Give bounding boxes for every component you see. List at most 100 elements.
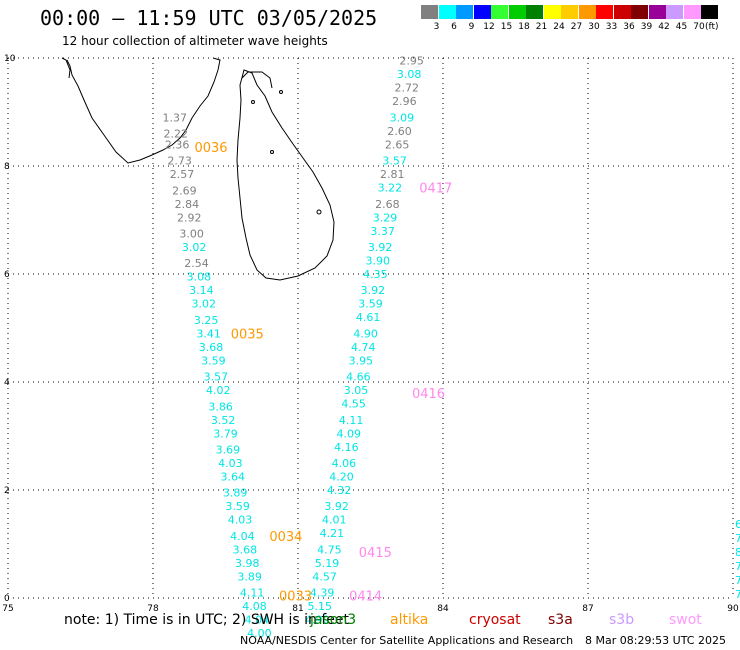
legend-swatch bbox=[473, 5, 491, 19]
wave-height-value: 4.03 bbox=[228, 514, 253, 527]
sri-lanka-island bbox=[236, 69, 335, 281]
legend-label: 39 bbox=[640, 22, 653, 32]
pass-labels: 0036 0035 0034 0033 0417 0416 0415 0414 bbox=[194, 141, 452, 604]
wave-height-value: 3.79 bbox=[213, 427, 238, 440]
legend-label: 18 bbox=[518, 22, 530, 32]
wave-height-value: 4.04 bbox=[230, 530, 255, 543]
wave-height-value: 2.69 bbox=[172, 184, 197, 197]
wave-height-value: 3.37 bbox=[370, 225, 395, 238]
wave-height-value: 3.68 bbox=[199, 341, 224, 354]
legend-label: 27 bbox=[570, 22, 583, 32]
wave-height-value: 3.00 bbox=[179, 228, 204, 241]
wave-height-value: 2.72 bbox=[395, 82, 420, 95]
legend-swatch bbox=[561, 5, 578, 19]
legend-swatch bbox=[508, 5, 526, 19]
footnote: note: 1) Time is in UTC; 2) SWH is in fe… bbox=[64, 612, 350, 628]
legend-swatch bbox=[596, 5, 613, 19]
wave-height-value: 3.95 bbox=[349, 354, 374, 367]
legend-label: 42 bbox=[658, 22, 670, 32]
wave-height-value: 3.59 bbox=[358, 298, 383, 311]
wave-height-value: 4.01 bbox=[322, 514, 347, 527]
lat-tick-label: 8 bbox=[4, 162, 10, 172]
wave-height-value: 3.02 bbox=[182, 241, 207, 254]
edge-reading: 8 bbox=[735, 546, 740, 559]
wave-height-value: 4.32 bbox=[327, 484, 352, 497]
wave-height-value: 2.36 bbox=[165, 138, 190, 151]
islet bbox=[251, 100, 255, 104]
wave-height-value: 3.64 bbox=[221, 471, 246, 484]
lat-tick-label: 6 bbox=[4, 270, 10, 280]
legend-swatch bbox=[438, 5, 456, 19]
wave-height-value: 2.84 bbox=[175, 198, 200, 211]
edge-reading: 6 bbox=[735, 518, 740, 531]
wave-height-value: 4.35 bbox=[363, 268, 388, 281]
wave-height-value: 2.81 bbox=[380, 168, 405, 181]
pass-number-label: 0417 bbox=[419, 182, 452, 197]
wave-height-value: 4.75 bbox=[317, 543, 342, 556]
legend-swatch bbox=[578, 5, 596, 19]
wave-height-value: 2.54 bbox=[184, 257, 209, 270]
legend-swatch bbox=[526, 5, 543, 19]
pass-number-label: 0036 bbox=[194, 141, 227, 156]
legend-swatch bbox=[631, 5, 648, 19]
wave-height-value: 3.59 bbox=[201, 354, 226, 367]
legend-swatch bbox=[701, 5, 718, 19]
wave-height-value: 2.65 bbox=[385, 138, 410, 151]
legend-label: 24 bbox=[553, 22, 565, 32]
edge-reading: 7 bbox=[735, 588, 740, 601]
wave-height-value: 4.66 bbox=[346, 371, 371, 384]
islet bbox=[316, 209, 322, 215]
map-subtitle: 12 hour collection of altimeter wave hei… bbox=[62, 34, 328, 48]
legend-swatch bbox=[491, 5, 508, 19]
edge-reading: 7 bbox=[735, 532, 740, 545]
wave-height-value: 4.00 bbox=[247, 627, 272, 640]
pass-number-label: 0415 bbox=[359, 546, 392, 561]
wave-height-value: 4.90 bbox=[305, 614, 330, 627]
wave-height-value: 3.92 bbox=[368, 241, 393, 254]
india-coastline bbox=[66, 57, 221, 164]
wave-height-value: 3.69 bbox=[216, 444, 241, 457]
wave-height-value: 3.14 bbox=[189, 284, 214, 297]
legend-label: 36 bbox=[623, 22, 635, 32]
wave-height-value: 2.96 bbox=[392, 95, 417, 108]
legend-label: 15 bbox=[500, 22, 513, 32]
wave-height-value: 4.02 bbox=[206, 384, 231, 397]
legend-swatch bbox=[648, 5, 666, 19]
wave-height-value: 3.86 bbox=[208, 400, 233, 413]
wave-height-value: 4.20 bbox=[329, 471, 354, 484]
legend-unit: (ft) bbox=[705, 22, 719, 32]
wave-height-value: 3.09 bbox=[390, 111, 415, 124]
lat-tick-label: 2 bbox=[4, 486, 10, 496]
legend-label: 33 bbox=[605, 22, 618, 32]
wave-height-value: 4.04 bbox=[245, 614, 270, 627]
edge-reading: 7 bbox=[735, 560, 740, 573]
wave-height-value: 2.60 bbox=[387, 125, 412, 138]
wave-height-value: 3.92 bbox=[361, 284, 386, 297]
wave-height-value: 1.37 bbox=[163, 111, 188, 124]
wave-height-value: 3.08 bbox=[397, 68, 422, 81]
wave-height-value: 3.92 bbox=[324, 500, 349, 513]
satellite-name-swot: swot bbox=[669, 612, 702, 628]
wave-height-value: 4.39 bbox=[310, 587, 335, 600]
wave-height-value: 4.03 bbox=[218, 457, 243, 470]
wave-height-value: 3.89 bbox=[237, 570, 262, 583]
satellite-name-altika: altika bbox=[390, 612, 429, 628]
satellite-name-cryosat: cryosat bbox=[469, 612, 521, 628]
wave-height-value: 2.95 bbox=[399, 55, 424, 68]
wave-height-value: 4.06 bbox=[332, 457, 357, 470]
islet bbox=[279, 90, 283, 94]
wave-readings: 1.372.222.362.732.572.692.842.923.003.02… bbox=[163, 55, 424, 640]
lat-tick-label: 10 bbox=[4, 54, 16, 64]
legend-swatch bbox=[683, 5, 701, 19]
jaffna-detail bbox=[241, 71, 273, 89]
wave-height-value: 3.57 bbox=[204, 371, 229, 384]
legend-swatch bbox=[666, 5, 683, 19]
wave-height-value: 3.29 bbox=[373, 211, 398, 224]
lon-tick-label: 84 bbox=[437, 604, 449, 614]
wave-height-value: 4.11 bbox=[240, 587, 265, 600]
map-title: 00:00 – 11:59 UTC 03/05/2025 bbox=[40, 6, 378, 30]
satellite-name-s3a: s3a bbox=[548, 612, 573, 628]
wave-height-value: 3.22 bbox=[378, 182, 403, 195]
